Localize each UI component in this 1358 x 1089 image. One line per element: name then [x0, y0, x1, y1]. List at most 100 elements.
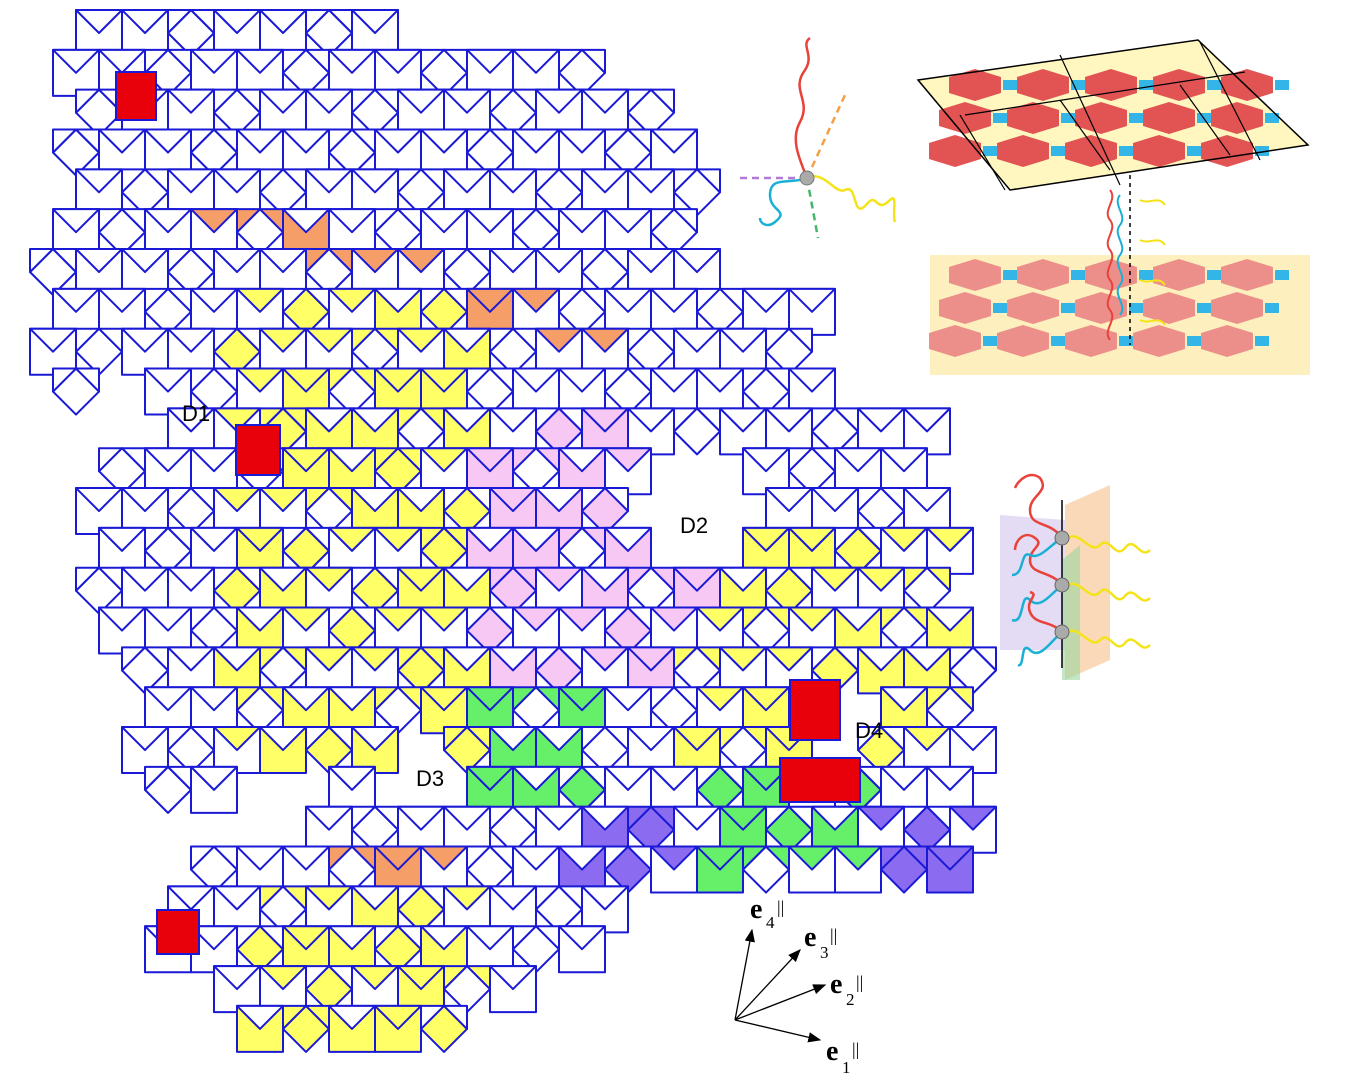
- triangle-tile: [535, 646, 560, 672]
- triangle-tile: [420, 686, 468, 712]
- triangle-tile: [627, 805, 652, 831]
- upper-layer-frame: [916, 39, 1310, 191]
- triangle-tile: [374, 1004, 422, 1030]
- triangle-tile: [328, 48, 376, 74]
- triangle-tile: [512, 606, 560, 632]
- triangle-tile: [673, 805, 721, 831]
- triangle-tile: [765, 805, 790, 831]
- triangle-tile: [190, 48, 238, 74]
- triangle-tile: [765, 407, 813, 433]
- triangle-tile: [213, 327, 238, 353]
- triangle-tile: [213, 407, 261, 433]
- triangle-tile: [880, 526, 928, 552]
- triangle-tile: [926, 765, 974, 791]
- triangle-tile: [259, 965, 307, 991]
- triangle-tile: [880, 845, 905, 871]
- junction-inset: [740, 36, 897, 239]
- triangle-tile: [443, 248, 468, 274]
- svg-text:2: 2: [846, 990, 855, 1009]
- triangle-tile: [673, 646, 698, 672]
- triangle-tile: [144, 765, 169, 791]
- triangle-tile: [328, 606, 353, 632]
- plane-strand-inset: [1000, 473, 1151, 680]
- triangle-tile: [696, 168, 721, 194]
- vector-e1-arrow: [734, 1019, 822, 1043]
- triangle-tile: [167, 327, 215, 353]
- triangle-tile: [236, 208, 261, 234]
- triangle-tile: [443, 88, 491, 114]
- triangle-tile: [98, 287, 146, 313]
- triangle-tile: [213, 566, 238, 592]
- triangle-tile: [351, 805, 376, 831]
- triangle-tile: [259, 9, 307, 34]
- triangle-tile: [811, 566, 859, 592]
- triangle-tile: [121, 566, 169, 592]
- triangle-tile: [466, 845, 491, 871]
- triangle-tile: [489, 566, 514, 592]
- triangle-tile: [558, 287, 583, 313]
- triangle-tile: [926, 845, 974, 871]
- triangle-tile: [512, 526, 560, 552]
- triangle-tile: [374, 606, 422, 632]
- triangle-tile: [558, 845, 606, 871]
- triangle-tile: [121, 327, 169, 353]
- triangle-tile: [443, 965, 468, 991]
- triangle-tile: [742, 765, 790, 791]
- basis-vectors: e 4 || e 3 || e 2 || e 1 ||: [734, 894, 863, 1077]
- triangle-tile: [259, 726, 307, 752]
- triangle-tile: [167, 487, 192, 513]
- triangle-tile: [75, 566, 100, 592]
- triangle-tile: [581, 168, 629, 194]
- triangle-tile: [75, 487, 123, 513]
- triangle-tile: [443, 566, 491, 592]
- triangle-tile: [489, 168, 537, 194]
- triangle-tile: [374, 526, 422, 552]
- triangle-tile: [420, 925, 468, 951]
- triangle-tile: [305, 88, 353, 114]
- red-defect-tile: [115, 71, 157, 121]
- triangle-tile: [305, 487, 330, 513]
- layer-hexagon: [929, 135, 981, 167]
- triangle-tile: [420, 128, 468, 154]
- layer-hexagon: [1085, 69, 1137, 101]
- triangle-tile: [144, 526, 169, 552]
- triangle-tile: [397, 248, 445, 274]
- cyan-chain: [758, 176, 808, 227]
- triangle-tile: [604, 686, 652, 712]
- triangle-tile: [397, 407, 422, 433]
- layer-hexagon: [1211, 102, 1263, 134]
- triangle-tile: [328, 128, 353, 154]
- triangle-tile: [489, 885, 537, 911]
- triangle-tile: [903, 487, 951, 513]
- triangle-tile: [627, 88, 652, 114]
- triangle-tile: [351, 168, 399, 194]
- triangle-tile: [673, 248, 721, 274]
- triangle-tile: [282, 367, 330, 393]
- layer-hexagon: [1007, 102, 1059, 134]
- triangle-tile: [144, 447, 192, 473]
- triangle-tile: [121, 726, 169, 752]
- layered-structure-inset: [916, 39, 1310, 375]
- triangle-tile: [903, 646, 951, 672]
- triangle-tile: [535, 487, 583, 513]
- triangle-tile: [627, 168, 675, 194]
- triangle-tile: [190, 526, 238, 552]
- layer-hexagon: [1201, 325, 1253, 357]
- layer-hexagon: [949, 69, 1001, 101]
- triangle-tile: [696, 606, 744, 632]
- triangle-tile: [604, 128, 629, 154]
- triangle-tile: [374, 925, 399, 951]
- triangle-tile: [282, 128, 330, 154]
- triangle-tile: [190, 208, 238, 234]
- triangle-tile: [604, 845, 629, 871]
- triangle-tile: [167, 248, 192, 274]
- triangle-tile: [29, 248, 54, 274]
- triangle-tile: [98, 606, 146, 632]
- triangle-tile: [443, 646, 491, 672]
- triangle-tile: [512, 367, 560, 393]
- layer-hexagon: [1017, 69, 1069, 101]
- triangle-tile: [880, 686, 928, 712]
- triangle-tile: [466, 287, 514, 313]
- triangle-tile: [259, 248, 307, 274]
- triangle-tile: [558, 606, 606, 632]
